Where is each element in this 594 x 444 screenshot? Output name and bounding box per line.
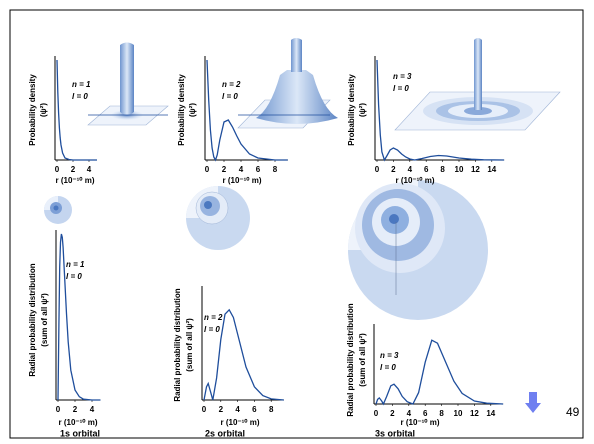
x-tick-label: 0 <box>375 165 380 174</box>
x-tick-label: 2 <box>391 165 396 174</box>
x-tick-label: 6 <box>423 409 428 418</box>
x-tick-label: 10 <box>455 165 464 174</box>
annotation: n = 3 <box>393 72 412 81</box>
y-axis-label: Radial probability distribution <box>28 263 37 376</box>
annotation: l = 0 <box>393 84 409 93</box>
x-tick-label: 4 <box>90 405 95 414</box>
y-axis-label: (ψ²) <box>358 103 367 117</box>
x-tick-label: 0 <box>374 409 379 418</box>
x-tick-label: 4 <box>235 405 240 414</box>
x-tick-label: 14 <box>486 409 495 418</box>
annotation: l = 0 <box>204 325 220 334</box>
density-illustration-1s <box>88 43 168 126</box>
down-arrow[interactable] <box>525 392 541 413</box>
sphere-3s <box>348 180 488 320</box>
y-axis-label: (ψ²) <box>39 103 48 117</box>
curve <box>58 234 101 400</box>
x-axis-label: r (10⁻¹⁰ m) <box>221 418 260 427</box>
annotation: l = 0 <box>222 92 238 101</box>
annotation: l = 0 <box>380 363 396 372</box>
y-axis-label: Radial probability distribution <box>346 303 355 416</box>
y-axis-label: (sum of all ψ²) <box>185 318 194 372</box>
y-axis-label: Radial probability distribution <box>173 288 182 401</box>
x-tick-label: 0 <box>202 405 207 414</box>
x-tick-label: 2 <box>222 165 227 174</box>
y-axis-label: Probability density <box>177 74 186 146</box>
x-tick-label: 4 <box>408 165 413 174</box>
x-tick-label: 2 <box>73 405 78 414</box>
annotation: l = 0 <box>66 272 82 281</box>
x-tick-label: 0 <box>56 405 61 414</box>
y-axis-label: (ψ²) <box>188 103 197 117</box>
x-tick-label: 14 <box>487 165 496 174</box>
curve <box>204 310 284 400</box>
x-tick-label: 2 <box>390 409 395 418</box>
annotation: n = 2 <box>222 80 241 89</box>
x-tick-label: 8 <box>273 165 278 174</box>
x-tick-label: 8 <box>269 405 274 414</box>
y-axis-label: (sum of all ψ²) <box>40 293 49 347</box>
sphere-2s <box>186 186 250 250</box>
x-tick-label: 8 <box>440 165 445 174</box>
x-tick-label: 4 <box>407 409 412 418</box>
caption: 3s orbital <box>375 428 415 438</box>
x-tick-label: 2 <box>219 405 224 414</box>
x-axis-label: r (10⁻¹⁰ m) <box>401 418 440 427</box>
curve <box>57 60 97 160</box>
x-axis-label: r (10⁻¹⁰ m) <box>223 176 262 185</box>
annotation: n = 1 <box>66 260 85 269</box>
x-tick-label: 12 <box>470 409 479 418</box>
slide-number: 49 <box>566 405 580 419</box>
x-tick-label: 0 <box>205 165 210 174</box>
y-axis-label: (sum of all ψ²) <box>358 333 367 387</box>
density-illustration-3s <box>395 38 560 130</box>
x-tick-label: 12 <box>471 165 480 174</box>
x-tick-label: 4 <box>239 165 244 174</box>
x-tick-label: 6 <box>424 165 429 174</box>
sphere-1s <box>44 196 72 224</box>
caption: 2s orbital <box>205 428 245 438</box>
x-tick-label: 0 <box>55 165 60 174</box>
caption: 1s orbital <box>60 428 100 438</box>
x-axis-label: r (10⁻¹⁰ m) <box>56 176 95 185</box>
x-tick-label: 10 <box>454 409 463 418</box>
annotation: l = 0 <box>72 92 88 101</box>
x-tick-label: 4 <box>87 165 92 174</box>
x-tick-label: 2 <box>71 165 76 174</box>
slide: 49 024r (10⁻¹⁰ m)Probability density(ψ²)… <box>0 0 594 444</box>
y-axis-label: Probability density <box>347 74 356 146</box>
x-tick-label: 6 <box>252 405 257 414</box>
x-tick-label: 8 <box>439 409 444 418</box>
annotation: n = 2 <box>204 313 223 322</box>
x-axis-label: r (10⁻¹⁰ m) <box>396 176 435 185</box>
density-illustration-2s <box>238 38 338 128</box>
y-axis-label: Probability density <box>28 74 37 146</box>
x-axis-label: r (10⁻¹⁰ m) <box>59 418 98 427</box>
annotation: n = 1 <box>72 80 91 89</box>
annotation: n = 3 <box>380 351 399 360</box>
x-tick-label: 6 <box>256 165 261 174</box>
